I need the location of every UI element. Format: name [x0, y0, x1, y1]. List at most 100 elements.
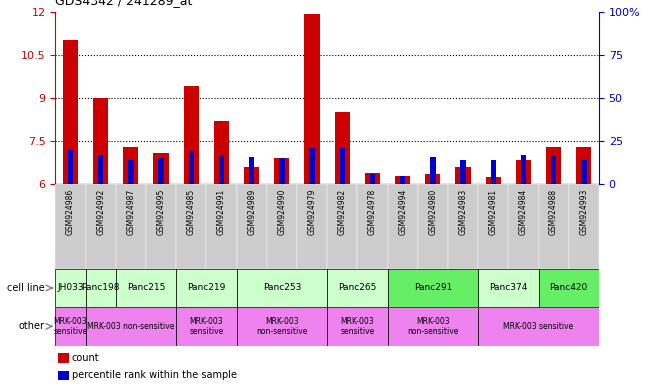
- Text: MRK-003
sensitive: MRK-003 sensitive: [189, 317, 223, 336]
- Bar: [418, 184, 448, 269]
- Bar: [516, 160, 531, 184]
- Text: GSM924984: GSM924984: [519, 189, 528, 235]
- Bar: [249, 157, 255, 184]
- Bar: [55, 269, 85, 307]
- Text: GSM924981: GSM924981: [489, 189, 498, 235]
- Text: GSM924989: GSM924989: [247, 189, 256, 235]
- Bar: [538, 184, 569, 269]
- Text: cell line: cell line: [7, 283, 45, 293]
- Bar: [146, 184, 176, 269]
- Text: GSM924995: GSM924995: [156, 189, 165, 235]
- Bar: [116, 269, 176, 307]
- Bar: [327, 184, 357, 269]
- Bar: [309, 148, 314, 184]
- Text: JH033: JH033: [57, 283, 84, 293]
- Text: MRK-003
non-sensitive: MRK-003 non-sensitive: [256, 317, 307, 336]
- Bar: [387, 307, 478, 346]
- Bar: [395, 176, 410, 184]
- Bar: [425, 174, 440, 184]
- Text: MRK-003
sensitive: MRK-003 sensitive: [340, 317, 374, 336]
- Bar: [267, 184, 297, 269]
- Text: GSM924994: GSM924994: [398, 189, 407, 235]
- Text: Panc291: Panc291: [413, 283, 452, 293]
- Bar: [59, 371, 69, 380]
- Bar: [59, 353, 69, 363]
- Bar: [236, 307, 327, 346]
- Bar: [236, 269, 327, 307]
- Text: GSM924987: GSM924987: [126, 189, 135, 235]
- Bar: [63, 40, 78, 184]
- Bar: [478, 307, 599, 346]
- Bar: [490, 160, 496, 184]
- Bar: [400, 176, 406, 184]
- Bar: [460, 160, 465, 184]
- Bar: [55, 307, 85, 346]
- Bar: [340, 148, 345, 184]
- Text: GSM924979: GSM924979: [307, 189, 316, 235]
- Bar: [486, 177, 501, 184]
- Bar: [176, 269, 236, 307]
- Bar: [158, 158, 164, 184]
- Text: GSM924978: GSM924978: [368, 189, 377, 235]
- Bar: [93, 98, 108, 184]
- Bar: [508, 184, 538, 269]
- Bar: [55, 184, 85, 269]
- Text: MRK-003 non-sensitive: MRK-003 non-sensitive: [87, 322, 174, 331]
- Text: Panc215: Panc215: [127, 283, 165, 293]
- Text: GSM924988: GSM924988: [549, 189, 558, 235]
- Bar: [123, 147, 139, 184]
- Bar: [206, 184, 236, 269]
- Text: MRK-003
sensitive: MRK-003 sensitive: [53, 317, 88, 336]
- Text: Panc198: Panc198: [81, 283, 120, 293]
- Bar: [184, 86, 199, 184]
- Bar: [279, 158, 284, 184]
- Bar: [128, 160, 133, 184]
- Bar: [116, 184, 146, 269]
- Bar: [576, 147, 591, 184]
- Bar: [327, 307, 387, 346]
- Bar: [546, 147, 561, 184]
- Bar: [365, 173, 380, 184]
- Bar: [176, 307, 236, 346]
- Text: count: count: [72, 353, 100, 363]
- Bar: [189, 151, 194, 184]
- Bar: [387, 184, 418, 269]
- Text: GSM924986: GSM924986: [66, 189, 75, 235]
- Text: GSM924985: GSM924985: [187, 189, 196, 235]
- Bar: [478, 184, 508, 269]
- Text: GSM924983: GSM924983: [458, 189, 467, 235]
- Bar: [538, 269, 599, 307]
- Text: GSM924993: GSM924993: [579, 189, 589, 235]
- Bar: [85, 184, 116, 269]
- Bar: [456, 167, 471, 184]
- Bar: [85, 269, 116, 307]
- Text: Panc265: Panc265: [338, 283, 376, 293]
- Bar: [219, 155, 224, 184]
- Bar: [98, 155, 104, 184]
- Text: other: other: [19, 321, 45, 331]
- Bar: [448, 184, 478, 269]
- Bar: [297, 184, 327, 269]
- Bar: [569, 184, 599, 269]
- Bar: [357, 184, 387, 269]
- Bar: [335, 112, 350, 184]
- Bar: [327, 269, 387, 307]
- Bar: [581, 160, 587, 184]
- Bar: [478, 269, 538, 307]
- Bar: [370, 174, 375, 184]
- Bar: [551, 155, 557, 184]
- Text: Panc420: Panc420: [549, 283, 588, 293]
- Text: GSM924982: GSM924982: [338, 189, 347, 235]
- Text: Panc253: Panc253: [262, 283, 301, 293]
- Bar: [85, 307, 176, 346]
- Bar: [387, 269, 478, 307]
- Text: Panc374: Panc374: [489, 283, 527, 293]
- Text: MRK-003
non-sensitive: MRK-003 non-sensitive: [407, 317, 458, 336]
- Text: GSM924980: GSM924980: [428, 189, 437, 235]
- Text: MRK-003 sensitive: MRK-003 sensitive: [503, 322, 574, 331]
- Text: GSM924990: GSM924990: [277, 189, 286, 235]
- Text: GDS4342 / 241289_at: GDS4342 / 241289_at: [55, 0, 193, 7]
- Bar: [305, 14, 320, 184]
- Bar: [274, 158, 290, 184]
- Bar: [154, 153, 169, 184]
